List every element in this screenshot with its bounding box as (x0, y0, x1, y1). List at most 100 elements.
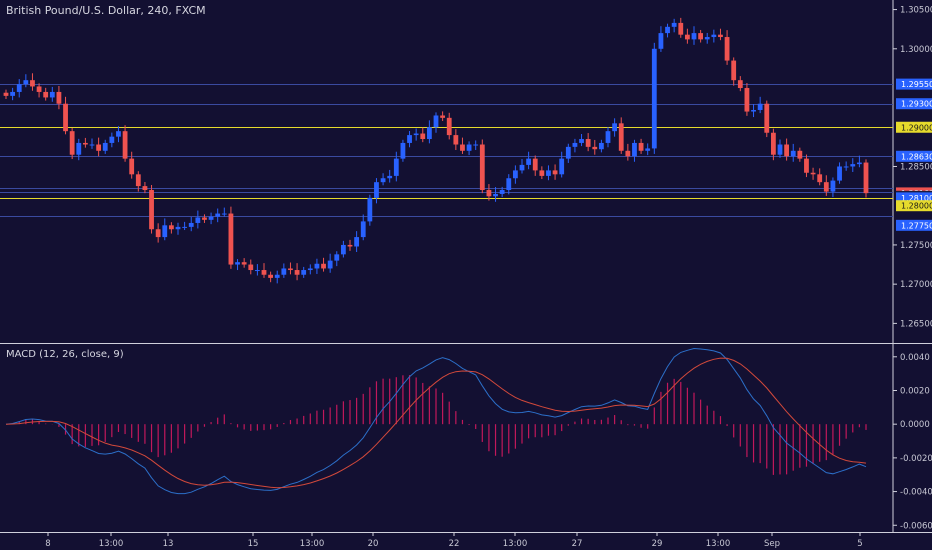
candle-body (790, 150, 796, 157)
candle-body (129, 158, 135, 175)
candle-body (546, 170, 551, 176)
candle-body (387, 175, 393, 179)
candle-body (82, 142, 88, 145)
candle-body (208, 216, 214, 220)
candle-body (731, 60, 737, 81)
candle-body (757, 103, 763, 110)
candle-body (506, 178, 512, 191)
price-tag-label: 1.28000 (901, 202, 932, 211)
candle-body (433, 115, 439, 128)
price-tick-label: 1.26500 (900, 319, 932, 329)
candle-body (215, 213, 221, 217)
candle-body (850, 164, 856, 167)
candle-body (751, 109, 756, 112)
candle-body (453, 135, 459, 145)
candle-body (678, 22, 684, 35)
candle-body (843, 166, 849, 168)
candle-body (274, 274, 280, 278)
candle-body (612, 123, 618, 132)
candle-body (532, 158, 538, 171)
candle-body (572, 142, 578, 147)
macd-tick-label: -0.0060 (900, 521, 932, 531)
candle-body (327, 260, 333, 269)
candle-body (539, 170, 545, 176)
candle-body (10, 91, 16, 96)
candle-body (248, 264, 254, 271)
macd-tick-label: 0.0000 (900, 420, 930, 430)
candle-body (76, 142, 82, 155)
candle-body (241, 262, 247, 265)
price-tick-label: 1.28500 (900, 162, 932, 172)
candle-body (598, 142, 604, 150)
candle-body (817, 174, 823, 183)
candle-body (23, 80, 29, 85)
candle-body (334, 254, 340, 261)
time-tick-label: 13:00 (300, 539, 325, 549)
candle-body (565, 146, 571, 159)
candle-body (665, 26, 670, 34)
candle-body (684, 34, 690, 40)
candle-body (374, 182, 379, 198)
candle-body (321, 263, 326, 269)
candle-body (632, 142, 637, 157)
candle-body (149, 190, 154, 230)
candle-body (175, 226, 181, 230)
candle-body (30, 80, 35, 87)
candle-body (235, 262, 240, 265)
candle-body (182, 226, 188, 228)
candle-body (823, 182, 829, 192)
price-tag (896, 98, 932, 110)
candle-body (116, 131, 121, 137)
candle-body (446, 117, 452, 136)
candle-body (638, 142, 644, 151)
candle-body (96, 144, 102, 151)
price-tag (896, 200, 932, 212)
candle-body (704, 37, 710, 40)
price-tag-label: 1.29550 (901, 80, 932, 89)
candle-body (228, 213, 234, 265)
candle-body (354, 237, 360, 247)
candle-body (764, 103, 770, 133)
candle-body (261, 270, 267, 275)
price-tag (896, 121, 932, 133)
candle-body (89, 144, 95, 146)
candle-body (281, 268, 287, 275)
candle-body (301, 270, 307, 275)
candle-body (135, 174, 141, 187)
time-tick-label: 29 (652, 539, 663, 549)
candle-body (559, 158, 565, 175)
candle-body (254, 270, 260, 272)
candle-body (645, 148, 651, 151)
candle-body (122, 131, 128, 159)
price-tag (896, 150, 932, 162)
candle-body (162, 225, 168, 238)
candle-body (837, 166, 842, 181)
price-tag (896, 78, 932, 90)
macd-tick-label: -0.0040 (900, 488, 932, 498)
candle-body (486, 190, 492, 197)
candle-body (142, 186, 148, 191)
candle-body (188, 222, 194, 227)
candle-body (393, 158, 399, 176)
time-tick-label: 13:00 (706, 539, 731, 549)
time-tick-label: Sep (764, 539, 780, 549)
candle-body (863, 162, 869, 194)
candle-body (592, 146, 598, 150)
candle-body (102, 142, 108, 151)
candle-body (460, 144, 465, 151)
time-tick-label: 20 (368, 539, 379, 549)
time-tick-label: 27 (572, 539, 583, 549)
candle-body (724, 37, 730, 61)
candle-body (426, 127, 432, 140)
candle-body (579, 139, 584, 143)
macd-tick-label: 0.0020 (900, 386, 930, 396)
candle-body (810, 172, 816, 175)
price-tick-label: 1.30500 (900, 6, 932, 16)
candle-body (380, 178, 386, 183)
price-tick-label: 1.27500 (900, 241, 932, 251)
time-tick-label: 13 (163, 539, 174, 549)
candle-body (69, 131, 75, 155)
time-tick-label: 5 (857, 539, 862, 549)
candle-body (691, 33, 697, 40)
